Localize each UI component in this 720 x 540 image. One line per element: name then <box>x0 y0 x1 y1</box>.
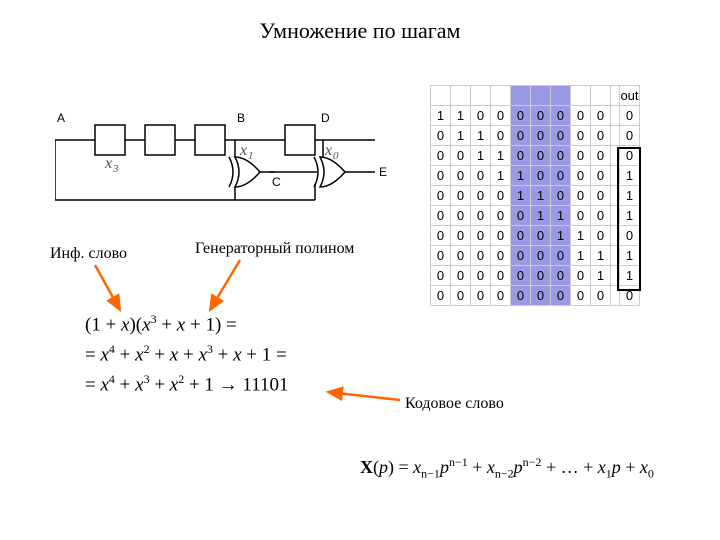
math-line1: (1 + x)(x3 + x + 1) = <box>85 310 289 340</box>
formula-xp: X(p) = xn−1pn−1 + xn−2pn−2 + … + x1p + x… <box>360 455 654 482</box>
math-line3: = x4 + x3 + x2 + 1 → 11101 <box>85 370 289 400</box>
math-line2: = x4 + x2 + x + x3 + x + 1 = <box>85 340 289 370</box>
math-derivation: (1 + x)(x3 + x + 1) = = x4 + x2 + x + x3… <box>85 310 289 399</box>
